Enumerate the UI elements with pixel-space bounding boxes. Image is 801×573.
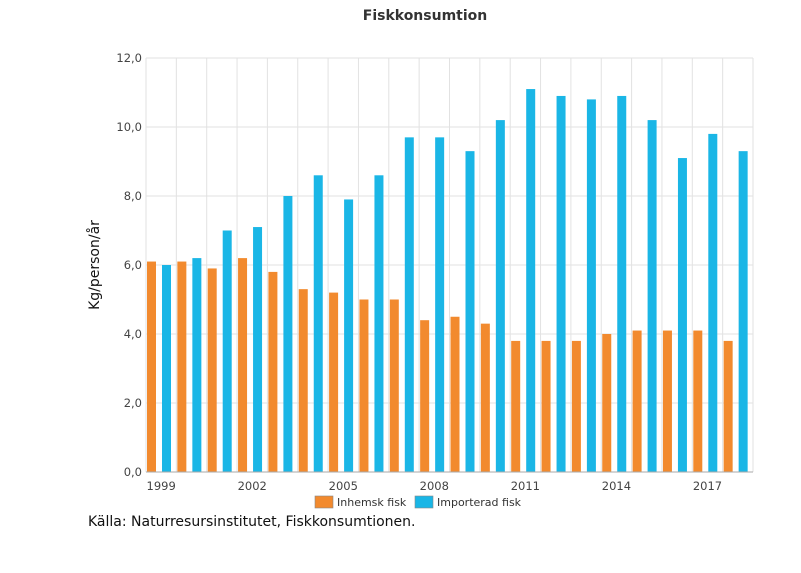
x-tick-label: 2017 — [693, 479, 722, 493]
x-tick-label: 2002 — [238, 479, 267, 493]
x-tick-label: 2014 — [602, 479, 631, 493]
bar-importerad-fisk[interactable] — [677, 158, 687, 473]
bar-inhemsk-fisk[interactable] — [541, 340, 551, 472]
bar-inhemsk-fisk[interactable] — [359, 299, 369, 473]
axes: 0,0 2,0 4,0 6,0 8,0 10,0 12,0 1999 2002 2005 2008 2… — [116, 51, 753, 493]
y-axis-label: Kg/person/år — [86, 220, 103, 310]
y-tick-label: 8,0 — [124, 189, 142, 203]
bar-importerad-fisk[interactable] — [556, 95, 566, 472]
bar-importerad-fisk[interactable] — [374, 175, 384, 473]
chart-title: Fiskkonsumtion — [363, 8, 488, 24]
bar-importerad-fisk[interactable] — [222, 230, 232, 473]
bar-importerad-fisk[interactable] — [495, 120, 505, 472]
grid-lines — [145, 57, 754, 473]
bar-importerad-fisk[interactable] — [192, 258, 202, 472]
y-tick-label: 2,0 — [124, 396, 142, 410]
bar-inhemsk-fisk[interactable] — [207, 268, 217, 472]
source-note: Källa: Naturresursinstitutet, Fiskkonsum… — [88, 514, 416, 530]
bar-inhemsk-fisk[interactable] — [238, 258, 248, 472]
bar-importerad-fisk[interactable] — [344, 199, 354, 472]
bar-inhemsk-fisk[interactable] — [632, 330, 642, 472]
legend-swatch[interactable] — [314, 495, 334, 509]
bar-importerad-fisk[interactable] — [738, 151, 748, 472]
x-tick-label: 2008 — [420, 479, 449, 493]
bar-inhemsk-fisk[interactable] — [693, 330, 703, 472]
bar-inhemsk-fisk[interactable] — [177, 261, 187, 472]
bar-inhemsk-fisk[interactable] — [602, 334, 612, 472]
x-tick-label: 2011 — [511, 479, 540, 493]
y-tick-label: 0,0 — [124, 465, 142, 479]
bar-inhemsk-fisk[interactable] — [268, 271, 278, 472]
y-tick-label: 12,0 — [116, 51, 142, 65]
bar-importerad-fisk[interactable] — [465, 151, 475, 472]
bar-inhemsk-fisk[interactable] — [389, 299, 399, 473]
bar-inhemsk-fisk[interactable] — [147, 261, 156, 472]
bar-importerad-fisk[interactable] — [162, 265, 171, 472]
bar-importerad-fisk[interactable] — [253, 227, 263, 472]
bar-importerad-fisk[interactable] — [708, 133, 718, 472]
bars — [147, 89, 748, 473]
x-tick-label: 1999 — [147, 479, 176, 493]
y-tick-label: 4,0 — [124, 327, 142, 341]
legend[interactable]: Inhemsk fisk Importerad fisk — [314, 495, 522, 509]
bar-inhemsk-fisk[interactable] — [480, 323, 490, 472]
bar-importerad-fisk[interactable] — [647, 120, 657, 472]
bar-inhemsk-fisk[interactable] — [662, 330, 672, 472]
legend-label[interactable]: Inhemsk fisk — [337, 496, 407, 509]
bar-importerad-fisk[interactable] — [526, 89, 536, 473]
y-tick-label: 10,0 — [116, 120, 142, 134]
bar-inhemsk-fisk[interactable] — [511, 340, 521, 472]
bar-importerad-fisk[interactable] — [283, 196, 293, 472]
bar-inhemsk-fisk[interactable] — [723, 340, 733, 472]
x-tick-label: 2005 — [329, 479, 358, 493]
bar-importerad-fisk[interactable] — [617, 95, 627, 472]
bar-importerad-fisk[interactable] — [435, 137, 445, 472]
legend-swatch[interactable] — [414, 495, 434, 509]
bar-inhemsk-fisk[interactable] — [450, 316, 460, 472]
bar-inhemsk-fisk[interactable] — [329, 292, 339, 472]
bar-inhemsk-fisk[interactable] — [420, 320, 430, 472]
bar-importerad-fisk[interactable] — [586, 99, 596, 473]
bar-importerad-fisk[interactable] — [404, 137, 414, 472]
y-tick-label: 6,0 — [124, 258, 142, 272]
bar-inhemsk-fisk[interactable] — [298, 289, 308, 472]
legend-label[interactable]: Importerad fisk — [437, 496, 522, 509]
bar-importerad-fisk[interactable] — [313, 175, 323, 473]
bar-inhemsk-fisk[interactable] — [571, 340, 581, 472]
